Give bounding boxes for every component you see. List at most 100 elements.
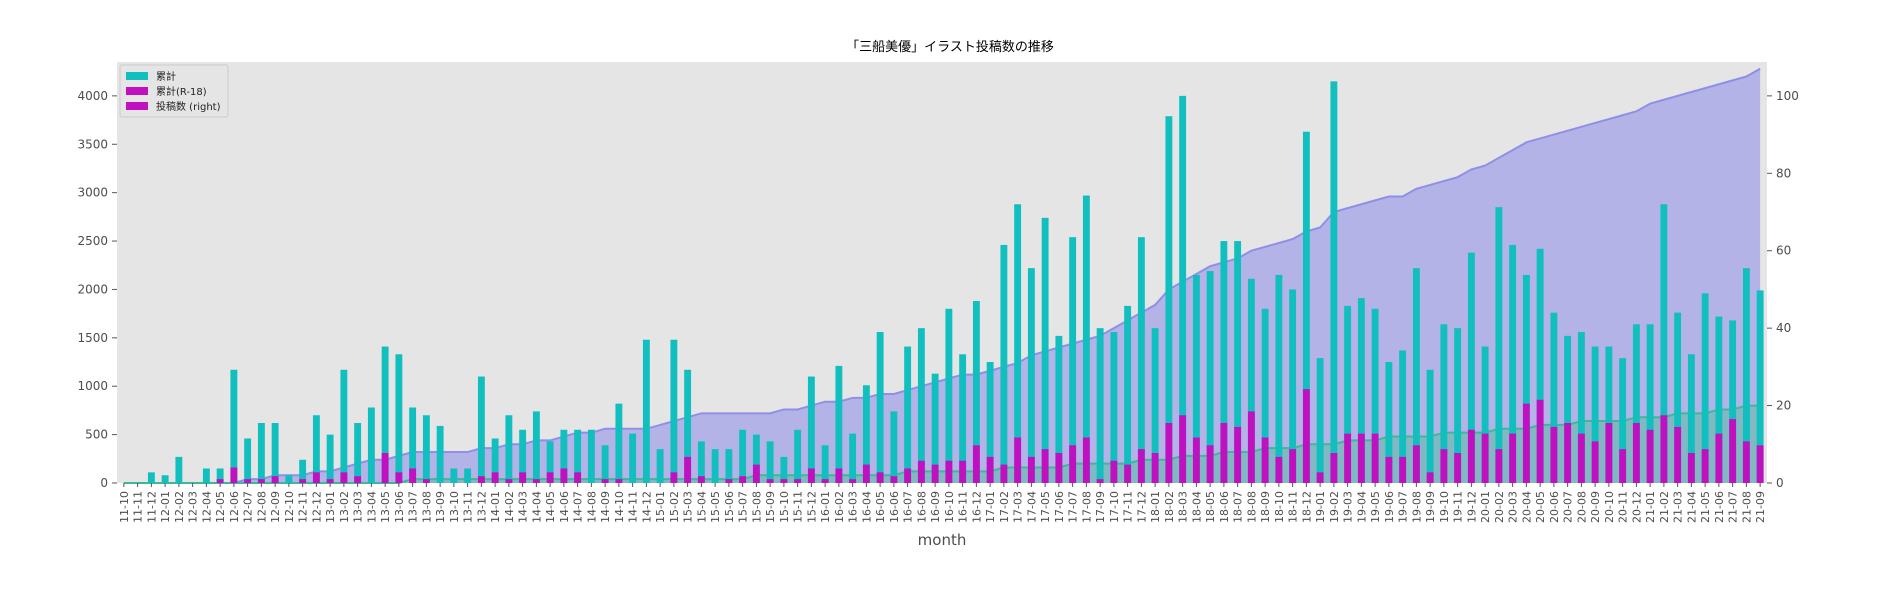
x-tick-label: 16-12 bbox=[970, 491, 983, 523]
bar-total bbox=[1509, 244, 1517, 483]
bar-r18 bbox=[1646, 429, 1654, 483]
x-tick-label: 11-12 bbox=[145, 491, 158, 523]
x-tick-label: 13-08 bbox=[420, 491, 433, 523]
bar-total bbox=[1564, 335, 1572, 483]
bar-total bbox=[972, 301, 980, 483]
x-tick-label: 11-10 bbox=[118, 491, 131, 523]
bar-total bbox=[794, 429, 802, 483]
bar-total bbox=[271, 423, 279, 483]
bar-total bbox=[1385, 362, 1393, 483]
bar-r18 bbox=[1674, 426, 1682, 483]
x-tick-label: 19-03 bbox=[1342, 491, 1355, 523]
x-tick-label: 14-06 bbox=[558, 491, 571, 523]
x-tick-label: 17-03 bbox=[1012, 491, 1025, 523]
bar-r18 bbox=[917, 460, 925, 483]
bar-total bbox=[532, 411, 540, 483]
bar-r18 bbox=[1165, 423, 1173, 483]
bar-r18 bbox=[1399, 456, 1407, 483]
bar-total bbox=[546, 441, 554, 483]
bar-total bbox=[890, 411, 898, 483]
bar-total bbox=[959, 354, 967, 483]
bar-r18 bbox=[1426, 472, 1434, 483]
bar-total bbox=[904, 346, 912, 483]
bar-r18 bbox=[1660, 415, 1668, 483]
x-tick-label: 18-05 bbox=[1204, 491, 1217, 523]
bar-r18 bbox=[1192, 437, 1200, 483]
bar-total bbox=[505, 415, 513, 483]
x-tick-label: 13-03 bbox=[352, 491, 365, 523]
bar-r18 bbox=[1357, 433, 1365, 483]
bar-r18 bbox=[1110, 460, 1118, 483]
left-y-tick-label: 500 bbox=[85, 428, 108, 442]
bar-r18 bbox=[849, 479, 857, 483]
bar-total bbox=[1536, 248, 1544, 483]
bar-total bbox=[766, 441, 774, 483]
x-tick-label: 17-06 bbox=[1053, 491, 1066, 523]
bar-r18 bbox=[697, 476, 705, 483]
bar-total bbox=[1014, 204, 1022, 483]
bar-r18 bbox=[1055, 453, 1063, 483]
bar-total bbox=[477, 376, 485, 483]
bar-total bbox=[711, 449, 719, 483]
bar-total bbox=[367, 407, 375, 483]
bar-r18 bbox=[546, 472, 554, 483]
bar-total bbox=[409, 407, 417, 483]
bar-total bbox=[147, 472, 155, 483]
left-y-tick-label: 0 bbox=[100, 476, 108, 490]
bar-total bbox=[464, 468, 472, 483]
x-tick-label: 21-08 bbox=[1740, 491, 1753, 523]
bar-total bbox=[835, 365, 843, 483]
bar-total bbox=[1000, 244, 1008, 483]
bar-r18 bbox=[1756, 445, 1764, 483]
bar-total bbox=[876, 332, 884, 483]
bar-r18 bbox=[1440, 449, 1448, 483]
x-tick-label: 12-10 bbox=[283, 491, 296, 523]
x-tick-label: 15-04 bbox=[695, 491, 708, 523]
bar-total bbox=[326, 434, 334, 483]
bar-total bbox=[739, 429, 747, 483]
x-tick-label: 20-01 bbox=[1479, 491, 1492, 523]
x-axis-label: month bbox=[918, 531, 967, 549]
bar-total bbox=[670, 339, 678, 483]
bar-total bbox=[299, 459, 307, 483]
bar-r18 bbox=[216, 479, 224, 483]
bar-total bbox=[725, 449, 733, 483]
bar-r18 bbox=[230, 467, 238, 483]
x-tick-label: 13-01 bbox=[324, 491, 337, 523]
x-tick-label: 20-12 bbox=[1630, 491, 1643, 523]
legend-label: 累計 bbox=[156, 70, 176, 83]
bar-total bbox=[1151, 328, 1159, 483]
x-tick-label: 16-01 bbox=[819, 491, 832, 523]
bar-r18 bbox=[972, 445, 980, 483]
bar-total bbox=[1261, 308, 1269, 483]
bar-total bbox=[1316, 358, 1324, 483]
x-tick-label: 18-10 bbox=[1273, 491, 1286, 523]
bar-total bbox=[1729, 320, 1737, 483]
bar-total bbox=[216, 468, 224, 483]
bar-r18 bbox=[560, 468, 568, 483]
bar-r18 bbox=[739, 476, 747, 483]
bar-total bbox=[312, 415, 320, 483]
x-tick-label: 13-12 bbox=[475, 491, 488, 523]
left-y-tick-label: 4000 bbox=[77, 89, 108, 103]
x-tick-label: 15-09 bbox=[764, 491, 777, 523]
bar-total bbox=[1715, 316, 1723, 483]
x-tick-label: 19-07 bbox=[1397, 491, 1410, 523]
x-tick-label: 13-09 bbox=[434, 491, 447, 523]
bar-total bbox=[491, 438, 499, 483]
bar-r18 bbox=[1577, 433, 1585, 483]
x-tick-label: 14-11 bbox=[627, 491, 640, 523]
bar-r18 bbox=[1509, 433, 1517, 483]
right-y-axis: 0 20 40 60 80 100 bbox=[1767, 89, 1799, 490]
bar-r18 bbox=[409, 468, 417, 483]
bar-r18 bbox=[1522, 403, 1530, 483]
x-tick-label: 14-04 bbox=[530, 491, 543, 523]
bar-total bbox=[1179, 95, 1187, 484]
x-tick-label: 12-05 bbox=[214, 491, 227, 523]
bar-r18 bbox=[1316, 472, 1324, 483]
x-tick-label: 21-06 bbox=[1713, 491, 1726, 523]
bar-r18 bbox=[1330, 453, 1338, 483]
x-tick-label: 21-09 bbox=[1754, 491, 1767, 523]
x-tick-label: 15-10 bbox=[778, 491, 791, 523]
bar-total bbox=[587, 429, 595, 483]
